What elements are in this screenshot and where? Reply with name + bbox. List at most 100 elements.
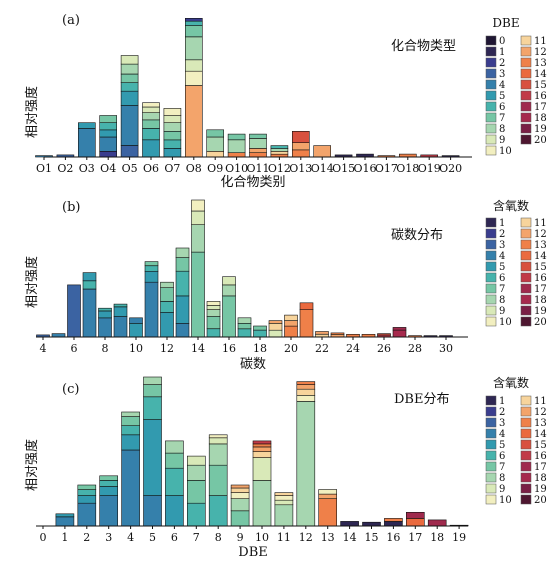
bar-segment-8-7	[208, 464, 228, 496]
legend-swatch-11	[520, 395, 532, 406]
bar-segment-O9-7	[206, 129, 224, 138]
bar-segment-5-4	[51, 333, 66, 338]
bar-segment-14-10	[191, 199, 205, 212]
bar-segment-17-6	[237, 328, 252, 338]
bar-segment-11-9	[274, 499, 294, 506]
bar-segment-12-10	[296, 394, 316, 402]
bar-segment-O6-6	[142, 128, 160, 141]
panel-b-label: (b)	[62, 200, 80, 215]
bar-segment-6-3	[67, 284, 81, 338]
legend-label-20: 20	[534, 135, 547, 146]
bar-segment-10-4	[129, 317, 143, 324]
x-tick-label: 0	[40, 531, 47, 544]
legend-swatch-20	[520, 494, 532, 505]
legend-swatch-0	[485, 35, 497, 46]
legend-label-8: 8	[499, 295, 505, 306]
bar-segment-13-8	[175, 247, 190, 258]
x-tick-label: 6	[71, 342, 78, 355]
legend-swatch-13	[520, 239, 532, 250]
bar-segment-O5-8	[120, 63, 139, 75]
x-tick-label: 7	[193, 531, 200, 544]
legend-swatch-18	[520, 472, 532, 483]
bar-segment-O8-2	[185, 17, 203, 22]
bar-segment-O11-12	[249, 148, 267, 153]
bar-segment-O5-4	[120, 105, 139, 146]
panel-a-bars	[35, 17, 460, 158]
bar-segment-15-7	[206, 316, 221, 329]
x-tick-label: 1	[61, 531, 68, 544]
panel-c-title: DBE分布	[394, 392, 449, 407]
legend-swatch-1	[485, 217, 497, 228]
legend-label-13: 13	[534, 240, 547, 251]
bar-segment-7-5	[82, 272, 97, 282]
legend-swatch-5	[485, 90, 497, 101]
bar-segment-O12-11	[270, 151, 289, 155]
bar-segment-6-5	[165, 495, 184, 527]
legend-swatch-11	[520, 217, 532, 228]
bar-segment-3-6	[99, 480, 118, 487]
legend-swatch-3	[485, 239, 497, 250]
bar-segment-27-17	[392, 327, 407, 331]
legend-swatch-17	[520, 283, 532, 294]
bar-segment-19-12	[268, 320, 283, 324]
legend-swatch-3	[485, 68, 497, 79]
legend-swatch-14	[520, 250, 532, 261]
x-tick-label: 2	[83, 531, 90, 544]
legend-label-7: 7	[499, 462, 505, 473]
legend-swatch-4	[485, 428, 497, 439]
bar-segment-O5-3	[120, 145, 139, 158]
bar-segment-10-8	[252, 480, 272, 527]
legend-label-6: 6	[499, 451, 505, 462]
x-tick-label: O12	[268, 162, 291, 175]
bar-segment-4-7	[121, 416, 140, 427]
bar-segment-O6-5	[142, 139, 160, 158]
legend-swatch-7	[485, 461, 497, 472]
bar-segment-15-10	[206, 301, 221, 306]
bar-segment-O8-6	[185, 20, 203, 26]
bar-segment-9-11	[230, 487, 250, 493]
legend-swatch-16	[520, 450, 532, 461]
bar-segment-O8-8	[185, 36, 203, 61]
bar-segment-13-13	[318, 498, 338, 527]
bar-segment-O5-9	[120, 55, 139, 65]
bar-segment-6-8	[165, 440, 184, 454]
legend-label-9: 9	[499, 135, 505, 146]
panel-b-x-ticks: 4 6 8 10 12 14 16 18 20 22 24 26 28 30	[40, 337, 453, 355]
bar-segment-17-7	[237, 322, 252, 330]
legend-swatch-4	[485, 250, 497, 261]
x-tick-label: 11	[277, 531, 291, 544]
legend-swatch-20	[520, 134, 532, 145]
bar-segment-O13-15	[291, 131, 310, 144]
x-tick-label: O10	[225, 162, 248, 175]
x-tick-label: 15	[365, 531, 379, 544]
legend-swatch-4	[485, 79, 497, 90]
legend-label-4: 4	[499, 429, 505, 440]
legend-label-14: 14	[534, 69, 547, 80]
bar-segment-12-7	[160, 287, 174, 302]
bar-segment-O8-10	[185, 70, 203, 86]
bar-segment-7-6	[82, 280, 97, 290]
bar-segment-1-5	[55, 513, 75, 518]
bar-segment-26-15	[377, 333, 391, 336]
bar-segment-10-9	[252, 457, 272, 481]
legend-label-11: 11	[534, 36, 547, 47]
bar-segment-2-4	[77, 502, 97, 527]
bar-segment-20-12	[284, 320, 298, 327]
x-tick-label: O20	[439, 162, 462, 175]
legend-label-2: 2	[499, 58, 505, 69]
bar-segment-12-6	[160, 301, 174, 313]
x-tick-label: O15	[332, 162, 355, 175]
legend-label-16: 16	[534, 451, 547, 462]
panel-a: (a) 化合物类型 相对强度 O1 O2 O3 O4 O5 O6 O7 O8 O9 O10O11O…	[24, 13, 547, 190]
x-tick-label: 22	[315, 342, 329, 355]
bar-segment-7-7	[187, 480, 206, 504]
bar-segment-4-8	[121, 411, 140, 417]
legend-swatch-12	[520, 406, 532, 417]
legend-label-3: 3	[499, 240, 505, 251]
x-tick-label: O3	[79, 162, 95, 175]
bar-segment-12-8	[160, 281, 174, 289]
legend-label-13: 13	[534, 58, 547, 69]
x-tick-label: O5	[122, 162, 138, 175]
panel-c: (c) DBE分布 相对强度 0 1 2 3 4 5 6 7 8 9 10 11 12 13 14 15 16 1…	[24, 375, 547, 560]
